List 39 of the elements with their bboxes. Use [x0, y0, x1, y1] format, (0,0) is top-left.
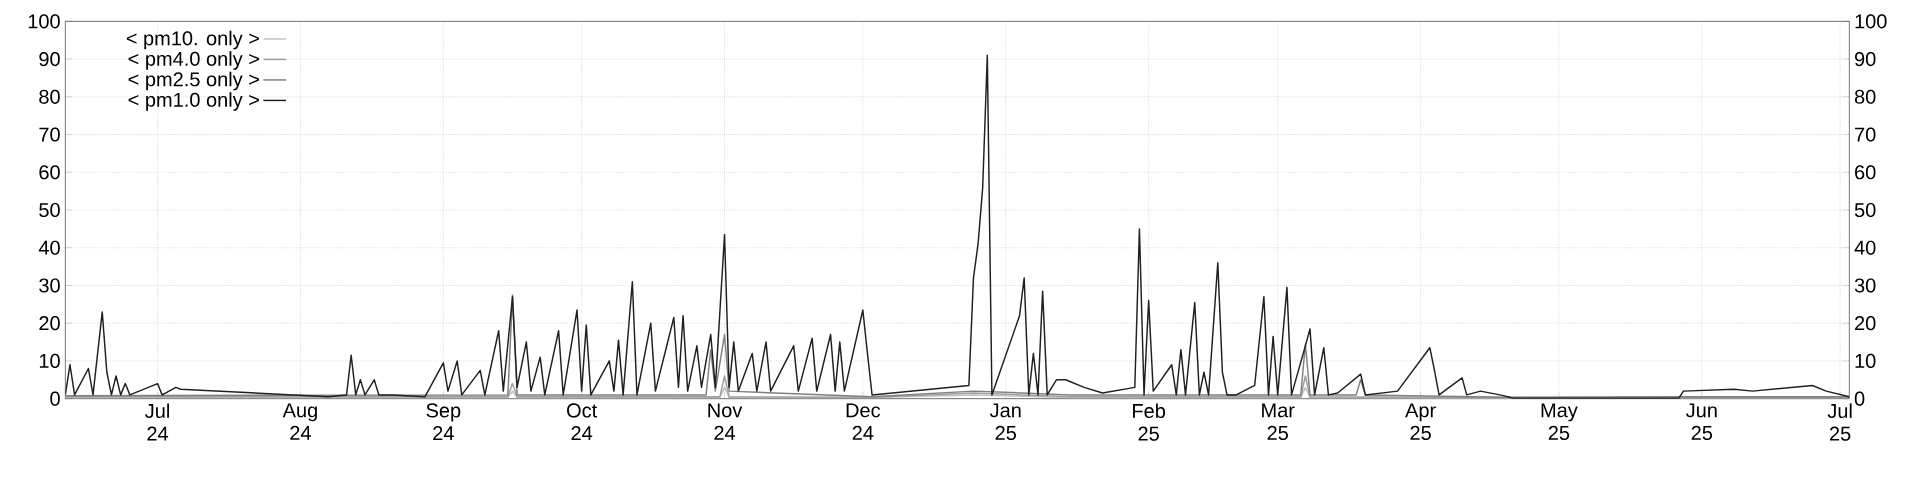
x-tick-label: Jun 25 [1686, 403, 1717, 440]
x-tick-label: Feb 25 [1133, 403, 1166, 441]
y-tick-label: 80 [39, 89, 60, 104]
y2-tick-label: 60 [1855, 165, 1876, 180]
legend-label: < pm1.0 only > [128, 92, 259, 111]
x-tick-label: Jul 25 [1827, 403, 1852, 441]
x-tick-label: Dec 24 [846, 403, 881, 440]
x-tick-label: Mar 25 [1262, 403, 1295, 440]
y-tick-label: 90 [39, 51, 60, 67]
legend-label: < pm10. only > [126, 30, 259, 50]
x-tick-label: Sep 24 [426, 403, 461, 441]
y-tick-label: 100 [28, 14, 60, 29]
y2-tick-label: 100 [1855, 14, 1887, 29]
y2-tick-label: 50 [1854, 202, 1876, 218]
y-tick-label: 70 [39, 127, 60, 142]
x-tick-label: May 25 [1541, 403, 1578, 440]
x-tick-label: Apr 25 [1405, 403, 1436, 440]
y2-tick-label: 10 [1855, 353, 1876, 369]
y2-tick-label: 40 [1854, 240, 1876, 255]
legend-label: < pm4.0 only > [128, 51, 259, 70]
y2-tick-label: 90 [1854, 51, 1876, 67]
y-tick-label: 60 [39, 165, 60, 180]
x-tick-label: Nov 24 [708, 403, 743, 440]
x-tick-label: Oct 24 [567, 403, 598, 441]
y-tick-label: 40 [38, 240, 60, 255]
y2-tick-label: 70 [1855, 127, 1876, 142]
y-tick-label: 10 [39, 353, 60, 369]
y-tick-label: 0 [50, 391, 60, 406]
y2-tick-label: 20 [1855, 316, 1876, 331]
y2-tick-label: 30 [1854, 278, 1876, 293]
legend-label: < pm2.5 only > [128, 71, 259, 91]
y2-tick-label: 0 [1854, 391, 1865, 406]
x-tick-label: Aug 24 [282, 403, 317, 440]
y-tick-label: 30 [39, 278, 60, 293]
x-tick-label: Jan 25 [989, 403, 1021, 440]
x-tick-label: Jul 24 [145, 403, 169, 441]
y-tick-label: 20 [39, 316, 60, 331]
y2-tick-label: 80 [1854, 89, 1876, 104]
y-tick-label: 50 [39, 202, 60, 218]
